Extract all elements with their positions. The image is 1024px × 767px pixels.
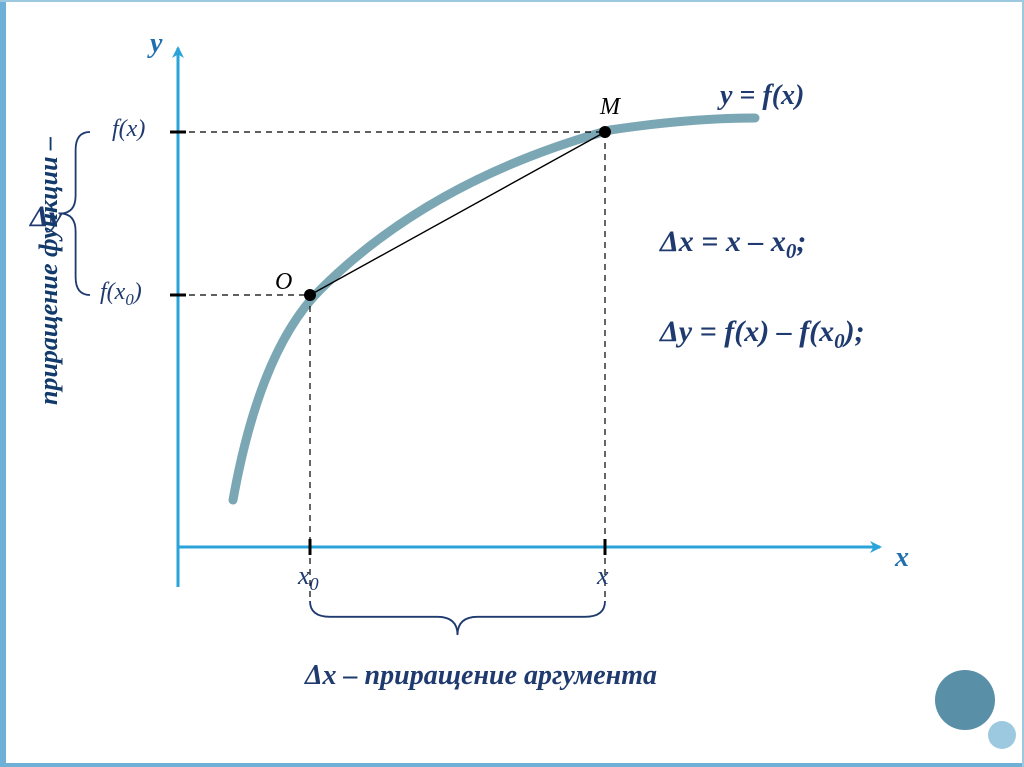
function-increment-diagram — [0, 0, 1024, 767]
curve-equation-label: y = f(x) — [720, 80, 804, 112]
point-label-O: О — [275, 269, 292, 296]
y-axis-label: y — [150, 28, 162, 60]
delta-x-caption: Δx – приращение аргумента — [305, 660, 657, 692]
tick-label-x0: x0 — [298, 561, 319, 595]
tick-label-fx0: f(x0) — [100, 279, 142, 310]
function-increment-side-label: приращение функции – — [34, 137, 64, 405]
point-label-M: М — [600, 94, 620, 121]
tick-label-fx: f(x) — [112, 116, 145, 143]
equation-delta-x: Δx = x – x0; — [660, 225, 806, 264]
x-axis-label: x — [895, 542, 909, 574]
equation-delta-y: Δy = f(x) – f(x0); — [660, 315, 865, 354]
tick-label-x: x — [597, 561, 609, 591]
